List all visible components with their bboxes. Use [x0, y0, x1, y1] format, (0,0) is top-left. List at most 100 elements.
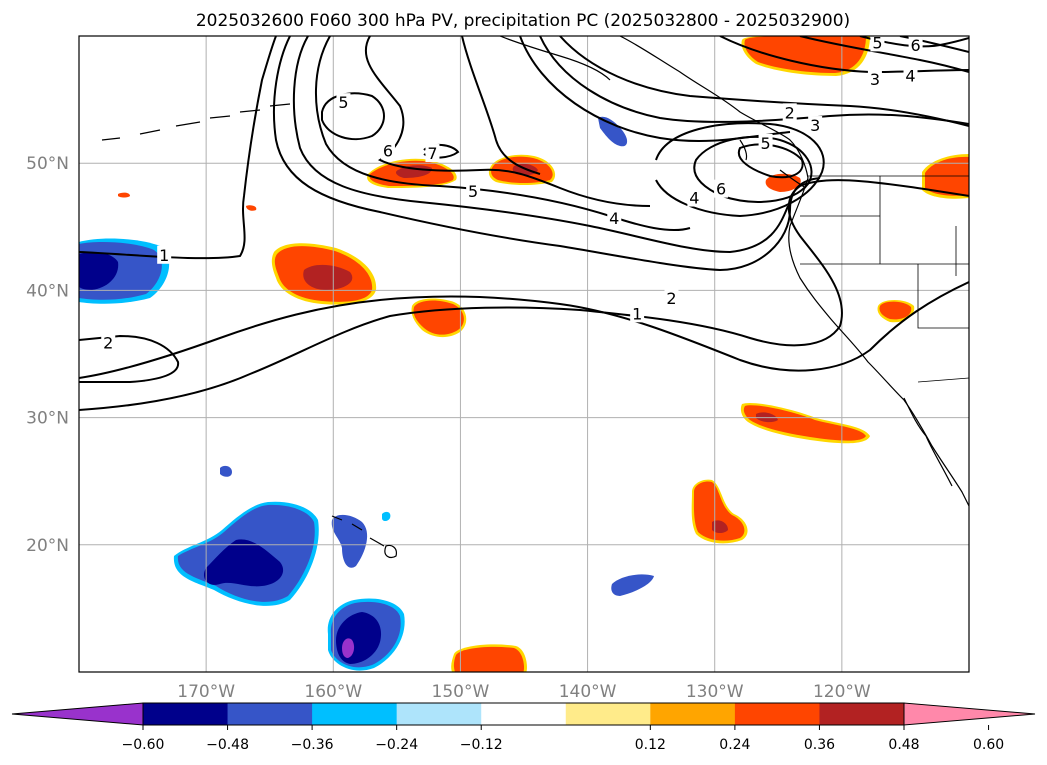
- contour-label: 4: [689, 189, 699, 208]
- longitude-label: 170°W: [177, 682, 235, 702]
- gridlines: [79, 36, 969, 672]
- precip-neg-spot-5: [382, 511, 391, 521]
- precip-pos-spot-2: [246, 205, 257, 211]
- political-borders: [800, 175, 969, 383]
- contour-label: 1: [159, 246, 169, 265]
- colorbar-tick-label: −0.12: [460, 737, 503, 753]
- colorbar-tick-label: 0.36: [804, 737, 835, 753]
- colorbar-box: [227, 703, 313, 725]
- longitude-labels: 170°W 160°W 150°W 140°W 130°W 120°W: [177, 682, 871, 702]
- pv-contour-ne-2: [539, 36, 969, 125]
- pv-contour-ne-5: [799, 36, 969, 73]
- pv-contour-e: [461, 36, 541, 175]
- precip-neg-spot-2: [598, 116, 628, 147]
- coastlines: [101, 36, 969, 559]
- colorbar-box: [565, 703, 651, 725]
- contour-label-bg: [664, 289, 679, 308]
- haida-gwaii: [739, 139, 748, 161]
- precip-neg-blob-west-core: [79, 252, 119, 290]
- precip-neg-blob-hawaii-core: [203, 539, 284, 587]
- precip-neg-spot-4: [220, 465, 232, 477]
- contour-label-bg: [782, 103, 797, 122]
- pv-contour-d: [364, 36, 651, 207]
- colorbar-tick-label: 0.12: [635, 737, 666, 753]
- colorbar-tick-label: 0.48: [888, 737, 919, 753]
- precip-neg-spot-3: [611, 574, 654, 596]
- latitude-label: 20°N: [26, 536, 69, 556]
- hawaii-islands: [331, 515, 397, 559]
- colorbar-tick-label: −0.24: [375, 737, 418, 753]
- contour-label-bg: [336, 93, 351, 112]
- pv-contours: [79, 36, 969, 411]
- colorbar-tick-label: 0.24: [719, 737, 750, 753]
- contour-label: 2: [785, 103, 795, 122]
- longitude-label: 140°W: [559, 682, 617, 702]
- contour-label-bg: [903, 66, 918, 85]
- contour-label-bg: [466, 182, 481, 201]
- contour-label-bg: [157, 245, 172, 264]
- precip-pos-blob-1-core: [303, 264, 353, 290]
- contour-label: 3: [870, 70, 880, 89]
- longitude-label: 160°W: [304, 682, 362, 702]
- colorbar-box: [143, 703, 229, 725]
- pv-contour-ne-3: [519, 36, 791, 142]
- pv-contour-a: [273, 36, 821, 272]
- longitude-label: 150°W: [432, 682, 490, 702]
- contour-label: 4: [609, 209, 619, 228]
- colorbar-tick-label: 0.60: [973, 737, 1004, 753]
- pv-contour-2-west: [79, 334, 180, 383]
- colorbar-box: [396, 703, 482, 725]
- colorbar-tick-label: −0.60: [122, 737, 165, 753]
- colorbar-ticks: −0.60 −0.48 −0.36 −0.24 −0.12 0.12 0.24 0.36 0.4…: [122, 725, 1004, 753]
- precip-pos-blob-8-mid: [744, 36, 866, 73]
- precip-pos-blob-6-mid: [743, 405, 866, 441]
- pv-contour-1-south: [79, 281, 969, 379]
- aleutians: [101, 103, 291, 141]
- latitude-label: 30°N: [26, 409, 69, 429]
- latitude-label: 50°N: [26, 154, 69, 174]
- contour-label: 5: [872, 33, 882, 52]
- contour-label-bg: [908, 36, 923, 54]
- contour-label: 7: [427, 144, 437, 163]
- pv-contour-1-north: [79, 36, 277, 260]
- colorbar-tick-label: −0.36: [291, 737, 334, 753]
- contour-label: 4: [905, 66, 915, 85]
- precip-shading: [79, 36, 969, 672]
- contour-label: 1: [632, 304, 642, 323]
- contour-label-bg: [101, 333, 116, 352]
- baja-coast: [903, 397, 953, 487]
- pv-contour-b: [292, 36, 789, 254]
- contour-label: 6: [383, 141, 393, 160]
- state-borders: [800, 176, 969, 329]
- contour-label-bg: [607, 208, 622, 227]
- contour-label-bg: [425, 144, 440, 163]
- precip-pos-blob-7-core: [712, 520, 728, 533]
- contour-label-bg: [687, 188, 702, 207]
- latitude-labels: 50°N 40°N 30°N 20°N: [26, 154, 69, 556]
- vancouver-island: [779, 169, 807, 189]
- contour-label-bg: [870, 36, 885, 52]
- contour-label: 5: [760, 134, 770, 153]
- pv-contour-4-loop: [655, 122, 825, 218]
- contour-label-bg: [714, 179, 729, 198]
- latitude-label: 40°N: [26, 281, 69, 301]
- longitude-label: 130°W: [686, 682, 744, 702]
- longitude-label: 120°W: [813, 682, 871, 702]
- precip-pos-blob-7-mid: [693, 481, 745, 541]
- contour-label: 2: [666, 289, 676, 308]
- colorbar-box: [312, 703, 398, 725]
- contour-label: 3: [810, 116, 820, 135]
- contour-label: 6: [716, 180, 726, 199]
- colorbar: −0.60 −0.48 −0.36 −0.24 −0.12 0.12 0.24 0.36 0.4…: [11, 702, 1036, 753]
- contour-label-bg: [808, 116, 823, 135]
- contour-label: 5: [338, 93, 348, 112]
- colorbar-frame: [142, 702, 905, 726]
- pv-contour-c: [314, 36, 691, 232]
- pv-contour-ne-1: [559, 36, 969, 127]
- colorbar-under-triangle: [11, 702, 144, 726]
- precip-pos-spot-1: [118, 192, 130, 198]
- precip-pos-blob-10-mid: [879, 301, 912, 320]
